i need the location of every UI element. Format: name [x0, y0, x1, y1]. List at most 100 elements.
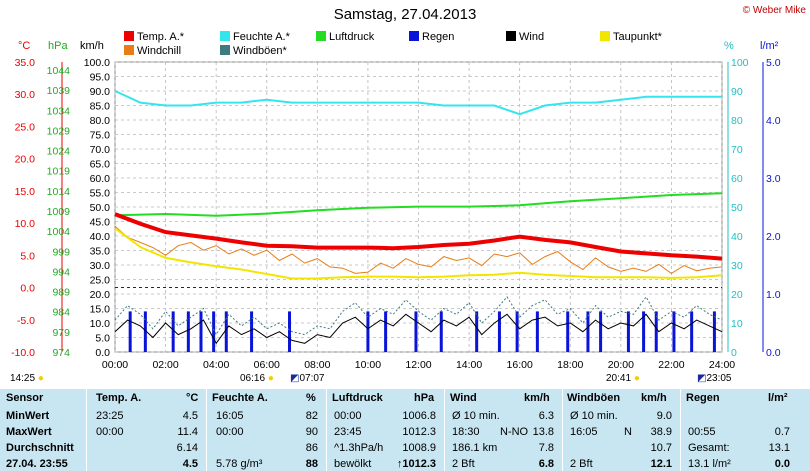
kmh-tick-label: 30.0 — [90, 260, 111, 272]
hpa-unit: hPa — [48, 40, 68, 52]
legend-label: Taupunkt* — [613, 31, 662, 43]
table-humidity-time: 00:00 — [216, 426, 244, 438]
pct-tick-label: 0 — [731, 347, 737, 359]
legend-swatch — [124, 31, 134, 41]
table-gust-value: 10.7 — [650, 442, 672, 454]
legend-item: Temp. A.* — [124, 31, 184, 43]
page-title: Samstag, 27.04.2013 — [333, 6, 477, 23]
table-header-humidity-unit: % — [306, 392, 316, 404]
kmh-tick-label: 90.0 — [90, 86, 111, 98]
x-tick-label: 14:00 — [456, 359, 482, 371]
legend-swatch — [124, 45, 134, 55]
table-gust-direction: N — [624, 426, 632, 438]
legend-item: Feuchte A.* — [220, 31, 290, 43]
table-wind-value: 13.8 — [532, 426, 554, 438]
lm2-tick-label: 4.0 — [766, 115, 781, 127]
rain-bar — [475, 311, 479, 352]
x-tick-label: 18:00 — [557, 359, 583, 371]
x-tick-label: 12:00 — [405, 359, 431, 371]
legend-swatch — [220, 31, 230, 41]
rain-bar — [535, 311, 539, 352]
table-header-sensor: Sensor — [6, 392, 44, 404]
series-humidity — [114, 90, 722, 116]
legend-swatch — [409, 31, 419, 41]
x-tick-label: 00:00 — [102, 359, 128, 371]
lm2-tick-label: 2.0 — [766, 231, 781, 243]
pct-unit: % — [724, 40, 734, 52]
table-gust-time: 16:05 — [570, 426, 598, 438]
series-windchill — [114, 225, 723, 274]
legend-label: Regen — [422, 31, 455, 43]
temp-tick-label: 5.0 — [20, 250, 35, 262]
legend-swatch — [600, 31, 610, 41]
legend-item: Windchill — [124, 45, 181, 57]
kmh-tick-label: 80.0 — [90, 115, 111, 127]
lm2-tick-label: 0.0 — [766, 347, 781, 359]
table-header-pressure: Luftdruck — [332, 392, 383, 404]
series-windgust — [114, 295, 723, 336]
table-header-humidity: Feuchte A. — [212, 392, 268, 404]
pct-tick-label: 100 — [731, 57, 749, 69]
hpa-tick-label: 1034 — [47, 105, 71, 117]
table-humidity-time: 5.78 g/m³ — [216, 458, 263, 470]
rain-bar — [171, 311, 175, 352]
rain-bar — [288, 311, 292, 352]
moonrise-marker: ◩07:07 — [290, 373, 325, 384]
legend-item: Luftdruck — [316, 31, 374, 43]
table-pressure-time: ^1.3hPa/h — [334, 442, 384, 454]
rain-bar — [599, 311, 603, 352]
table-temp-value: 4.5 — [182, 458, 198, 470]
table-wind-time: 2 Bft — [452, 458, 475, 470]
temp-tick-label: 30.0 — [15, 89, 36, 101]
table-header-wind: Wind — [450, 392, 477, 404]
table-wind-time: 186.1 km — [452, 442, 498, 454]
x-tick-label: 02:00 — [152, 359, 178, 371]
legend-swatch — [316, 31, 326, 41]
table-gust-value: 12.1 — [650, 458, 672, 470]
rain-bar — [497, 311, 501, 352]
table-row-label: MaxWert — [6, 426, 52, 438]
table-row-label: Durchschnitt — [6, 442, 74, 454]
pct-tick-label: 90 — [731, 86, 743, 98]
series-temperature — [114, 212, 723, 261]
table-wind-time: Ø 10 min. — [452, 410, 500, 422]
table-temp-time: 23:25 — [96, 410, 124, 422]
table-header-gust: Windböen — [567, 392, 621, 404]
table-pressure-time: 00:00 — [334, 410, 362, 422]
kmh-unit: km/h — [80, 40, 104, 52]
copyright-link[interactable]: © Weber Mike — [742, 5, 806, 16]
legend-swatch — [220, 45, 230, 55]
rain-bar — [414, 311, 418, 352]
table-gust-time: Ø 10 min. — [570, 410, 618, 422]
table-wind-value: 6.8 — [538, 458, 554, 470]
weather-chart: 35.0 30.0 25.0 20.0 15.0 10.0 5.0 0.0 -5.0 -10.0 1… — [11, 57, 781, 371]
table-humidity-value: 88 — [305, 458, 318, 470]
kmh-tick-label: 0.0 — [95, 347, 110, 359]
x-tick-label: 22:00 — [658, 359, 684, 371]
table-wind-direction: N-NO — [500, 426, 529, 438]
table-temp-value: 6.14 — [176, 442, 198, 454]
kmh-tick-label: 10.0 — [90, 318, 111, 330]
hpa-tick-label: 984 — [52, 307, 70, 319]
sunrise-marker: 06:16 ● — [240, 373, 274, 384]
sunset-marker: 20:41 ● — [606, 373, 640, 384]
legend-label: Temp. A.* — [137, 31, 185, 43]
rain-bar — [186, 311, 190, 352]
left-time-marker: 14:25 ● — [10, 373, 44, 384]
hpa-tick-label: 989 — [52, 287, 70, 299]
table-rain-time: 13.1 l/m² — [688, 458, 731, 470]
rain-bar — [250, 311, 254, 352]
kmh-tick-label: 95.0 — [90, 72, 111, 84]
table-humidity-time: 16:05 — [216, 410, 244, 422]
temp-tick-label: 15.0 — [15, 186, 36, 198]
rain-bar — [690, 311, 694, 352]
table-rain-value: 0.7 — [774, 426, 790, 438]
pct-tick-label: 70 — [731, 144, 743, 156]
kmh-tick-label: 85.0 — [90, 101, 111, 113]
table-temp-value: 4.5 — [182, 410, 198, 422]
table-header-pressure-unit: hPa — [414, 392, 435, 404]
series-dewpoint — [114, 227, 723, 280]
temp-tick-label: 35.0 — [15, 57, 36, 69]
rain-bar — [712, 311, 716, 352]
table-wind-time: 18:30 — [452, 426, 480, 438]
